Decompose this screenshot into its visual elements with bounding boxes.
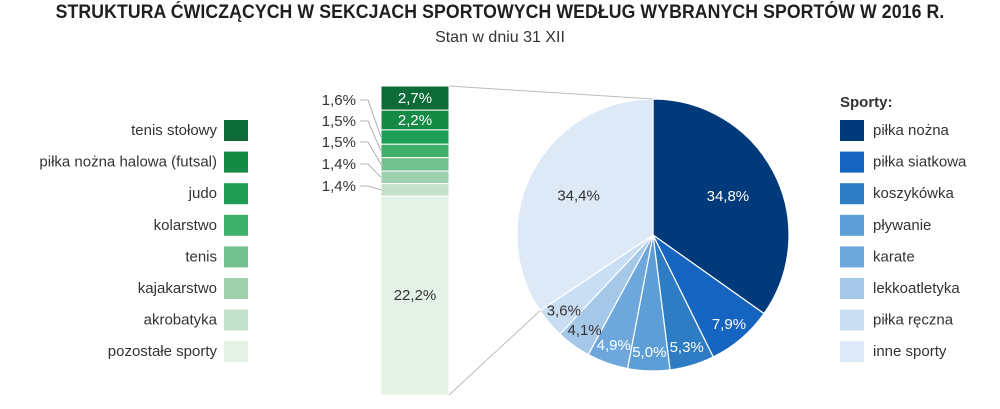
- legend-label: pozostałe sporty: [108, 343, 218, 360]
- bar-segment: [380, 143, 450, 159]
- leader-line: [360, 185, 382, 191]
- legend-label: piłka ręczna: [873, 312, 954, 329]
- connector-line: [448, 85, 654, 100]
- legend-swatch: [224, 151, 248, 173]
- bar-data-label: 1,5%: [322, 113, 356, 130]
- legend-swatch: [224, 341, 248, 363]
- connector-line: [448, 310, 541, 396]
- bar-data-label: 1,4%: [322, 178, 356, 195]
- legend-swatch: [840, 341, 864, 363]
- legend-swatch: [840, 246, 864, 268]
- legend-swatch: [840, 214, 864, 236]
- bar-segment: [380, 157, 450, 172]
- legend-label: karate: [873, 248, 915, 265]
- legend-swatch: [224, 278, 248, 299]
- bar-segment: [380, 129, 450, 145]
- legend-swatch: [224, 120, 248, 141]
- pie-data-label: 34,4%: [557, 187, 600, 204]
- chart-subtitle: Stan w dniu 31 XII: [435, 29, 565, 46]
- legend-label: pływanie: [873, 217, 931, 234]
- bar-segment: [380, 195, 450, 396]
- legend-swatch: [840, 309, 864, 331]
- pie-slice: [652, 98, 790, 315]
- legend-label: piłka nożna: [873, 122, 950, 139]
- bar-data-label: 1,4%: [322, 156, 356, 173]
- legend-label: akrobatyka: [144, 312, 218, 329]
- legend-swatch: [840, 278, 864, 299]
- legend-label: judo: [188, 185, 217, 202]
- legend-label: kolarstwo: [154, 217, 217, 234]
- bar-data-label: 1,5%: [322, 134, 356, 151]
- legend-label: koszykówka: [873, 185, 955, 202]
- pie-slice: [516, 98, 654, 312]
- pie-data-label: 5,0%: [632, 344, 666, 361]
- pie-data-label: 4,9%: [597, 337, 631, 354]
- bar-data-label: 2,2%: [398, 112, 432, 129]
- bar-data-label: 2,7%: [398, 90, 432, 107]
- bar-data-label: 22,2%: [394, 287, 437, 304]
- pie-data-label: 5,3%: [670, 339, 704, 356]
- pie-data-label: 3,6%: [547, 303, 581, 320]
- pie-data-label: 34,8%: [707, 188, 750, 205]
- legend-swatch: [224, 246, 248, 268]
- leader-line: [360, 120, 382, 152]
- legend-label: inne sporty: [873, 343, 947, 360]
- legend-label: piłka nożna halowa (futsal): [39, 154, 217, 171]
- legend-label: kajakarstwo: [138, 280, 217, 297]
- pie-data-label: 7,9%: [712, 316, 746, 333]
- legend-swatch: [840, 120, 864, 141]
- legend-swatch: [224, 309, 248, 331]
- legend-label: piłka siatkowa: [873, 154, 967, 171]
- legend-swatch: [840, 183, 864, 205]
- chart-title: STRUKTURA ĆWICZĄCYCH W SEKCJACH SPORTOWY…: [55, 2, 945, 23]
- legend-swatch: [224, 214, 248, 236]
- legend-swatch: [840, 151, 864, 173]
- legend-title: Sporty:: [840, 94, 893, 111]
- legend-swatch: [224, 183, 248, 205]
- legend-label: tenis: [185, 248, 217, 265]
- leader-line: [360, 99, 382, 138]
- bar-data-label: 1,6%: [322, 92, 356, 109]
- pie-data-label: 4,1%: [567, 322, 601, 339]
- bar-segment: [380, 183, 450, 197]
- leader-line: [360, 141, 382, 165]
- leader-line: [360, 163, 382, 178]
- legend-label: lekkoatletyka: [873, 280, 960, 297]
- bar-segment: [380, 170, 450, 185]
- legend-label: tenis stołowy: [131, 122, 217, 139]
